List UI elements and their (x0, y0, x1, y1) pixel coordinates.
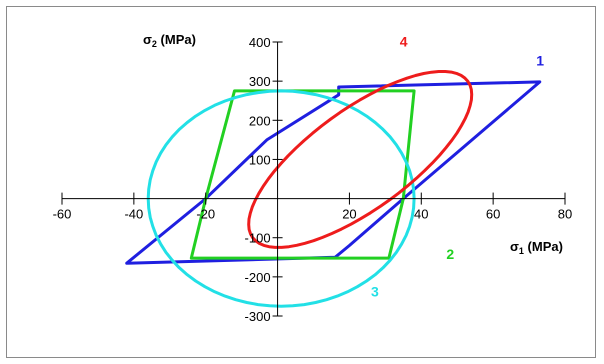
y-tick-label: 400 (249, 35, 271, 50)
y-tick-label: -200 (245, 270, 271, 285)
y-tick-label: -300 (245, 309, 271, 324)
x-tick-label: 60 (486, 207, 500, 222)
curve-label-3: 3 (371, 283, 379, 299)
chart-frame: -60 -40 -20 20 40 60 80 -300 -200 -100 100 200 300 40… (6, 6, 596, 358)
ticks-layer: -60 -40 -20 20 40 60 80 -300 -200 -100 100 200 300 40… (53, 35, 573, 324)
x-axis-title-symbol: σ (510, 239, 519, 254)
x-tick-label: -40 (124, 207, 143, 222)
stress-chart: -60 -40 -20 20 40 60 80 -300 -200 -100 100 200 300 40… (53, 32, 573, 324)
y-axis-title-unit: (MPa) (157, 32, 196, 47)
x-axis-title: σ1 (MPa) (510, 239, 563, 256)
x-tick-label: -20 (196, 207, 215, 222)
x-axis-title-sub: 1 (519, 246, 524, 256)
y-axis-title-symbol: σ (143, 32, 152, 47)
y-tick-label: 100 (249, 152, 271, 167)
curve-label-1: 1 (536, 52, 544, 68)
curve-4 (247, 70, 474, 249)
y-axis-title-sub: 2 (152, 39, 157, 49)
y-tick-label: 300 (249, 74, 271, 89)
curves-layer (125, 70, 542, 308)
x-tick-label: 80 (558, 207, 572, 222)
y-axis-title: σ2 (MPa) (143, 32, 196, 49)
x-tick-label: -60 (53, 207, 72, 222)
curve-label-4: 4 (400, 34, 408, 50)
x-tick-label: 20 (342, 207, 356, 222)
y-tick-label: 200 (249, 113, 271, 128)
curve-1 (125, 80, 542, 265)
curve-label-2: 2 (446, 246, 454, 262)
curve-labels-layer: 1 2 3 4 (371, 34, 544, 300)
x-tick-label: 40 (414, 207, 428, 222)
axes-layer (62, 42, 565, 316)
x-axis-title-unit: (MPa) (524, 239, 563, 254)
y-tick-label: -100 (245, 231, 271, 246)
